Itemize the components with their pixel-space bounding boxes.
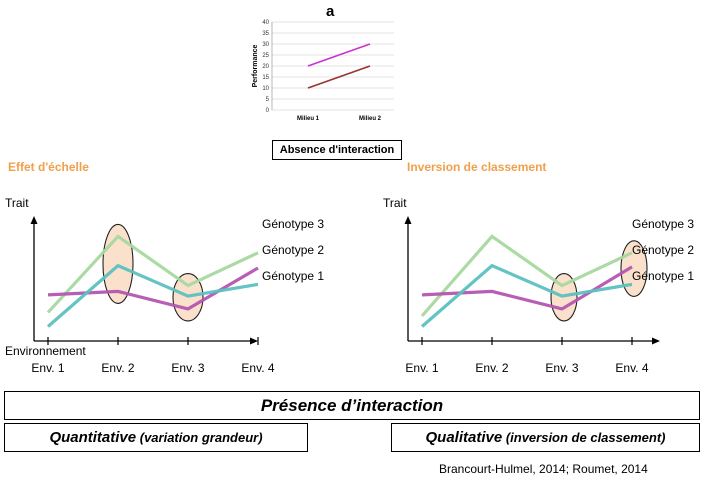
y-tick-label: 40 (262, 20, 269, 26)
x-tick-label: Env. 2 (475, 361, 508, 375)
series-label: Génotype 2 (262, 243, 324, 257)
y-axis-label: Trait (5, 196, 29, 210)
qualitative-detail: (inversion de classement) (502, 430, 666, 445)
scale-effect-chart: Trait Environnement Env. 1 Env. 2 Env. 3 Env.… (5, 196, 324, 375)
series-label: Génotype 1 (632, 269, 694, 283)
series-line (307, 43, 371, 67)
series-label: Génotype 3 (262, 217, 324, 231)
x-tick-label: Env. 1 (31, 361, 64, 375)
y-tick-label: 10 (262, 86, 269, 92)
x-tick-label: Env. 2 (101, 361, 134, 375)
x-axis-label: Environnement (5, 344, 86, 358)
series-label: Génotype 3 (632, 217, 694, 231)
series-line (421, 265, 633, 311)
y-axis-label: Performance (252, 44, 259, 87)
absence-interaction-caption: Absence d'interaction (272, 140, 402, 160)
presence-interaction-banner: Présence d’interaction (4, 391, 700, 420)
x-tick-label: Env. 3 (171, 361, 204, 375)
scale-effect-title: Effet d'échelle (8, 160, 89, 174)
series-line (46, 263, 259, 328)
series-label: Génotype 1 (262, 269, 324, 283)
y-tick-label: 15 (262, 75, 269, 81)
y-axis-arrow (404, 216, 412, 224)
y-tick-label: 35 (262, 31, 269, 37)
citation: Brancourt-Hulmel, 2014; Roumet, 2014 (439, 462, 648, 476)
series-line (420, 234, 633, 318)
series-line (420, 263, 633, 328)
series-line (47, 266, 259, 311)
series-label: Génotype 2 (632, 243, 694, 257)
x-tick-label: Milieu 2 (359, 116, 382, 122)
x-axis-arrow (652, 337, 660, 345)
y-tick-label: 20 (262, 64, 269, 70)
series-line (307, 65, 371, 89)
qualitative-banner: Qualitative (inversion de classement) (391, 423, 700, 452)
y-tick-label: 0 (266, 108, 270, 114)
y-tick-label: 25 (262, 53, 269, 59)
quantitative-banner: Quantitative (variation grandeur) (4, 423, 308, 452)
qualitative-label: Qualitative (425, 429, 503, 446)
rank-inversion-chart: Trait Env. 1 Env. 2 Env. 3 Env. 4 Génotype 3 G… (383, 196, 694, 375)
rank-inversion-title: Inversion de classement (407, 160, 547, 174)
series-line (46, 234, 259, 314)
y-tick-label: 30 (262, 42, 269, 48)
y-axis-arrow (30, 216, 38, 224)
y-tick-label: 5 (266, 97, 270, 103)
absence-interaction-chart: 0 5 10 15 20 25 30 35 40 Milieu 1 Milieu 2 Performa… (252, 20, 394, 122)
y-axis-label: Trait (383, 196, 407, 210)
x-axis-arrow (250, 337, 258, 345)
x-tick-label: Env. 1 (405, 361, 438, 375)
chart-a-title: a (326, 3, 335, 20)
x-tick-label: Milieu 1 (297, 116, 320, 122)
x-tick-label: Env. 3 (545, 361, 578, 375)
x-tick-label: Env. 4 (241, 361, 274, 375)
quantitative-label: Quantitative (49, 429, 137, 446)
x-tick-label: Env. 4 (615, 361, 648, 375)
quantitative-detail: (variation grandeur) (136, 430, 263, 445)
